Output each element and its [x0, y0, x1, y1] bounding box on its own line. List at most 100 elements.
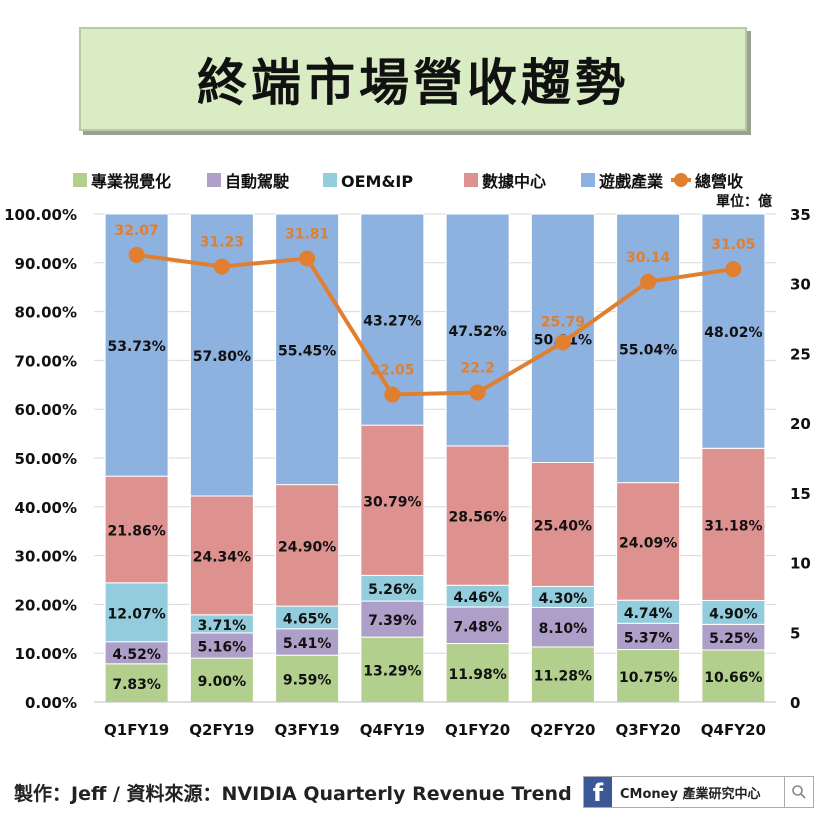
- bar-segment: [616, 213, 681, 484]
- legend-swatch: [581, 173, 595, 187]
- chart-title: 終端市場營收趨勢: [197, 54, 629, 112]
- data-label: 30.79%: [363, 494, 421, 510]
- data-label: 28.56%: [448, 510, 506, 526]
- right-axis-tick: 15: [790, 485, 811, 503]
- data-label: 43.27%: [363, 314, 421, 330]
- total-revenue-label: 31.81: [285, 226, 329, 242]
- bar-segment: [275, 654, 340, 703]
- data-label: 5.16%: [198, 639, 247, 655]
- data-label: 10.75%: [619, 670, 677, 686]
- bar-segment: [445, 213, 510, 447]
- bar-segment: [701, 623, 766, 651]
- data-label: 53.73%: [107, 339, 165, 355]
- data-label: 9.59%: [283, 673, 332, 689]
- bar-segment: [616, 482, 681, 601]
- category-label: Q1FY19: [104, 721, 169, 739]
- total-revenue-label: 30.14: [626, 250, 671, 266]
- total-revenue-label: 32.07: [114, 223, 158, 239]
- data-label: 25.40%: [534, 518, 592, 534]
- total-revenue-label: 22.2: [460, 360, 495, 376]
- data-label: 7.39%: [368, 613, 417, 629]
- data-label: 5.37%: [624, 630, 673, 646]
- data-label: 24.34%: [193, 549, 251, 565]
- right-axis-tick: 35: [790, 206, 811, 224]
- data-label: 4.74%: [624, 606, 673, 622]
- data-label: 11.28%: [534, 668, 592, 684]
- left-axis-tick: 10.00%: [15, 645, 77, 663]
- legend-entry: 自動駕駛: [225, 172, 290, 191]
- bar-segment: [445, 445, 510, 586]
- left-axis-tick: 60.00%: [15, 401, 77, 419]
- bar-segment: [701, 649, 766, 703]
- left-axis-tick: 70.00%: [15, 352, 77, 370]
- legend-line-marker: [674, 173, 688, 187]
- footer-credit: 製作：Jeff / 資料來源：NVIDIA Quarterly Revenue …: [14, 783, 572, 805]
- brand-name: CMoney 產業研究中心: [620, 786, 761, 802]
- legend-entry: 數據中心: [482, 172, 546, 191]
- total-revenue-point: [554, 334, 571, 351]
- bar-segment: [275, 628, 340, 656]
- left-axis-tick: 80.00%: [15, 304, 77, 322]
- legend: 專業視覺化 自動駕駛 OEM&IP 數據中心 遊戲產業 總營收: [73, 172, 743, 191]
- data-label: 5.41%: [283, 636, 332, 652]
- total-revenue-point: [299, 250, 316, 267]
- data-label: 21.86%: [107, 523, 165, 539]
- bar-segment: [701, 213, 766, 449]
- data-label: 13.29%: [363, 664, 421, 680]
- total-revenue-point: [469, 384, 486, 401]
- left-axis-tick: 0.00%: [25, 694, 77, 712]
- bar-segment: [360, 424, 425, 576]
- bar-segment: [189, 495, 254, 616]
- bar-segment: [104, 582, 169, 643]
- unit-label: 單位：億: [716, 193, 772, 210]
- data-label: 55.04%: [619, 342, 677, 358]
- data-label: 31.18%: [704, 518, 762, 534]
- category-label: Q2FY20: [530, 721, 595, 739]
- legend-entry: OEM&IP: [341, 172, 413, 191]
- category-label: Q4FY19: [360, 721, 425, 739]
- legend-swatch: [323, 173, 337, 187]
- legend-swatch: [73, 173, 87, 187]
- bar-segment: [530, 646, 595, 703]
- title-banner: 終端市場營收趨勢: [79, 27, 747, 131]
- data-label: 5.26%: [368, 582, 417, 598]
- data-label: 4.46%: [453, 590, 502, 606]
- bar-segment: [104, 663, 169, 703]
- data-label: 4.90%: [709, 606, 758, 622]
- bar-segment: [189, 657, 254, 703]
- total-revenue-point: [213, 258, 230, 275]
- data-label: 11.98%: [448, 667, 506, 683]
- bar-segment: [104, 475, 169, 584]
- bar-segment: [530, 606, 595, 648]
- right-axis-tick: 20: [790, 415, 811, 433]
- data-label: 4.30%: [539, 591, 588, 607]
- left-axis-tick: 50.00%: [15, 450, 77, 468]
- data-label: 7.48%: [453, 619, 502, 635]
- search-icon[interactable]: [784, 777, 813, 807]
- total-revenue-label: 31.05: [711, 237, 755, 253]
- data-label: 4.65%: [283, 611, 332, 627]
- total-revenue-point: [640, 273, 657, 290]
- data-label: 12.07%: [107, 606, 165, 622]
- category-label: Q1FY20: [445, 721, 510, 739]
- legend-swatch: [207, 173, 221, 187]
- total-revenue-point: [725, 261, 742, 278]
- bar-segment: [530, 461, 595, 587]
- category-label: Q4FY20: [701, 721, 766, 739]
- data-label: 4.52%: [112, 647, 161, 663]
- data-label: 48.02%: [704, 325, 762, 341]
- category-label: Q2FY19: [189, 721, 254, 739]
- right-axis-tick: 30: [790, 276, 811, 294]
- facebook-icon: f: [584, 777, 612, 807]
- left-axis-tick: 100.00%: [4, 206, 77, 224]
- data-label: 7.83%: [112, 677, 161, 693]
- right-axis-tick: 5: [790, 624, 800, 642]
- total-revenue-label: 25.79: [541, 314, 585, 330]
- total-revenue-label: 22.05: [370, 363, 414, 379]
- data-label: 24.90%: [278, 539, 336, 555]
- left-axis-tick: 20.00%: [15, 596, 77, 614]
- brand-badge[interactable]: f CMoney 產業研究中心: [583, 776, 814, 808]
- total-revenue-point: [384, 386, 401, 403]
- data-label: 5.25%: [709, 631, 758, 647]
